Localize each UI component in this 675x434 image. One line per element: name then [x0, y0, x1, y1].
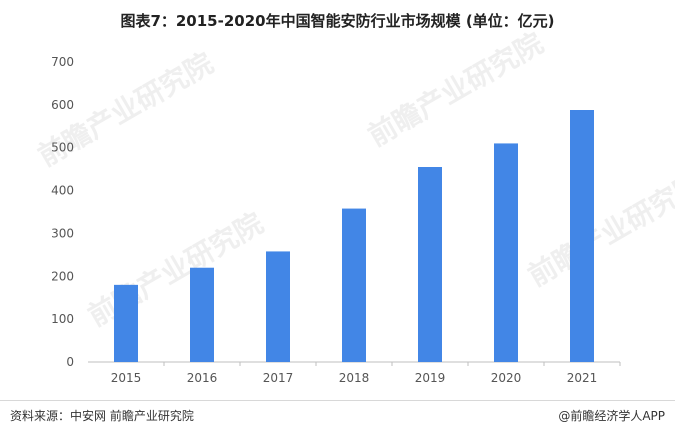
bar: [114, 284, 138, 362]
y-tick-label: 200: [51, 269, 74, 283]
y-tick-label: 700: [51, 55, 74, 69]
bar: [266, 251, 290, 362]
bar: [190, 267, 214, 362]
y-tick-label: 100: [51, 312, 74, 326]
y-tick-label: 600: [51, 98, 74, 112]
y-tick-label: 0: [66, 355, 74, 369]
bar: [342, 208, 366, 362]
x-tick-label: 2015: [111, 371, 142, 385]
bar: [494, 143, 518, 362]
bar: [570, 110, 594, 362]
bar-chart: 0 100 200 300 400 500 600 700 2015 2016 2017 2018 20…: [51, 55, 621, 385]
x-tick-label: 2020: [491, 371, 522, 385]
credit-note: @前瞻经济学人APP: [558, 409, 665, 423]
source-note: 资料来源：中安网 前瞻产业研究院: [10, 409, 194, 423]
x-tick-label: 2016: [187, 371, 218, 385]
x-tick-label: 2018: [339, 371, 370, 385]
x-tick-label: 2021: [567, 371, 598, 385]
y-tick-label: 500: [51, 141, 74, 155]
bar: [418, 167, 442, 362]
y-tick-label: 300: [51, 226, 74, 240]
x-tick-label: 2017: [263, 371, 294, 385]
chart-title: 图表7：2015-2020年中国智能安防行业市场规模 (单位：亿元): [120, 12, 555, 30]
x-tick-label: 2019: [415, 371, 446, 385]
y-tick-label: 400: [51, 184, 74, 198]
footer: 资料来源：中安网 前瞻产业研究院 @前瞻经济学人APP: [0, 400, 675, 434]
